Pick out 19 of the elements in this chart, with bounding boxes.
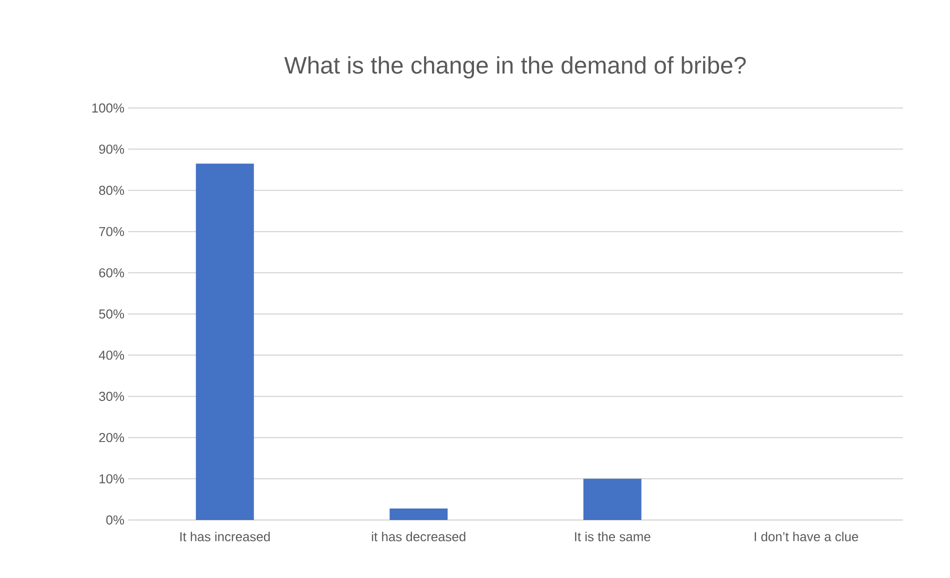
y-tick-label: 40% [98, 350, 124, 360]
y-tick-label: 90% [99, 144, 124, 154]
y-tick-label: 50% [99, 309, 124, 319]
chart-title: What is the change in the demand of bribe? [284, 56, 746, 78]
bar [196, 164, 254, 520]
y-tick-label: 20% [99, 432, 124, 442]
y-tick-label: 80% [99, 186, 124, 195]
x-tick-label: It is the same [575, 532, 650, 542]
y-tick-label: 0% [106, 515, 124, 525]
x-tick-label: It has increased [180, 532, 270, 542]
y-tick-label: 10% [100, 474, 124, 484]
bar [390, 508, 448, 520]
x-tick-label: I don’t have a clue [754, 532, 858, 542]
y-tick-label: 70% [99, 226, 124, 236]
bar [583, 478, 642, 520]
y-tick-label: 60% [99, 268, 124, 278]
x-tick-label: it has decreased [372, 532, 466, 542]
y-tick-label: 100% [92, 103, 124, 113]
y-tick-label: 30% [99, 392, 124, 401]
